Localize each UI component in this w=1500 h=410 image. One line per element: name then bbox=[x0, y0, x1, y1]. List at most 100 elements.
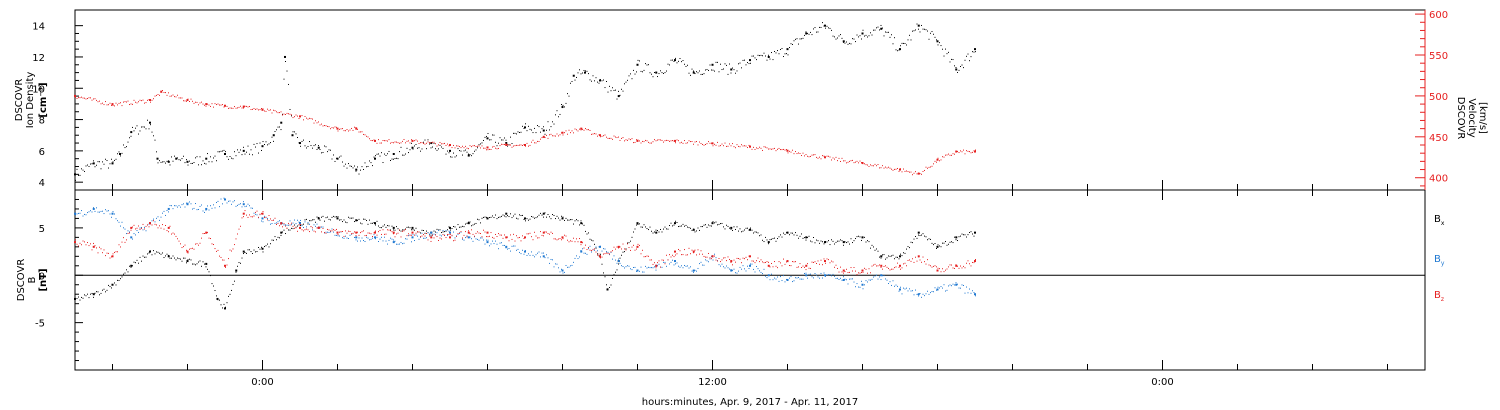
velocity-dot bbox=[690, 141, 691, 143]
velocity-dot bbox=[565, 130, 567, 132]
velocity-dot bbox=[552, 135, 553, 137]
bx-dot bbox=[658, 231, 660, 233]
bx-dot bbox=[321, 216, 322, 218]
ion-density-dot bbox=[759, 55, 760, 57]
by-dot bbox=[402, 243, 403, 245]
bx-dot bbox=[492, 215, 493, 217]
bz-dot bbox=[742, 257, 744, 259]
bz-dot bbox=[975, 259, 976, 261]
bx-dot bbox=[972, 233, 973, 235]
bx-dot bbox=[829, 244, 831, 246]
ion-density-dot bbox=[76, 168, 78, 170]
velocity-dot bbox=[456, 145, 457, 147]
velocity-dot bbox=[640, 142, 642, 144]
bz-dot bbox=[406, 235, 408, 237]
bx-dot bbox=[835, 241, 837, 243]
bz-dot bbox=[580, 244, 582, 246]
bz-dot bbox=[711, 258, 712, 260]
bx-dot bbox=[502, 214, 504, 216]
bx-dot bbox=[954, 236, 955, 238]
by-dot bbox=[331, 228, 333, 230]
velocity-dot bbox=[895, 168, 897, 170]
velocity-dot bbox=[390, 142, 391, 144]
ion-density-dot bbox=[180, 159, 181, 161]
bz-dot bbox=[159, 225, 160, 227]
by-dot bbox=[262, 221, 264, 223]
ion-density-dot bbox=[459, 150, 460, 152]
by-dot bbox=[399, 243, 400, 245]
ion-density-dot bbox=[837, 37, 838, 39]
bz-dot bbox=[342, 231, 343, 233]
by-dot bbox=[789, 277, 790, 279]
bz-dot bbox=[684, 249, 685, 251]
bx-dot bbox=[565, 217, 567, 219]
ion-density-dot bbox=[118, 151, 120, 153]
velocity-dot bbox=[562, 134, 564, 136]
bx-dot bbox=[219, 299, 220, 301]
velocity-dot bbox=[924, 169, 925, 171]
ion-density-dot bbox=[163, 161, 165, 163]
by-dot bbox=[438, 229, 439, 231]
velocity-dot bbox=[813, 154, 814, 156]
bx-dot bbox=[807, 236, 808, 238]
bx-dot bbox=[435, 231, 436, 233]
ion-density-dot bbox=[900, 45, 901, 47]
by-dot bbox=[841, 279, 843, 281]
bz-dot bbox=[658, 260, 660, 262]
bx-dot bbox=[159, 252, 160, 254]
by-point bbox=[861, 283, 864, 286]
velocity-dot bbox=[868, 165, 870, 167]
velocity-dot bbox=[531, 141, 532, 143]
bz-dot bbox=[802, 265, 804, 267]
by-dot bbox=[948, 285, 949, 287]
ion-density-dot bbox=[586, 70, 588, 72]
velocity-dot bbox=[754, 148, 756, 150]
bz-dot bbox=[972, 261, 973, 263]
by-dot bbox=[522, 249, 523, 251]
velocity-point bbox=[974, 150, 976, 153]
bz-dot bbox=[261, 213, 262, 215]
bx-dot bbox=[742, 230, 744, 232]
bz-dot bbox=[337, 234, 339, 236]
velocity-dot bbox=[159, 94, 160, 96]
ion-density-dot bbox=[948, 51, 949, 53]
ion-density-dot bbox=[861, 38, 862, 40]
bz-dot bbox=[799, 263, 801, 265]
by-dot bbox=[633, 267, 634, 269]
bz-dot bbox=[912, 258, 913, 260]
bx-dot bbox=[181, 260, 183, 262]
bx-dot bbox=[588, 232, 589, 234]
ion-density-dot bbox=[363, 168, 364, 170]
by-dot bbox=[406, 238, 408, 240]
bx-dot bbox=[894, 258, 895, 260]
bz-dot bbox=[780, 262, 781, 264]
bx-dot bbox=[568, 219, 570, 221]
by-dot bbox=[943, 284, 945, 286]
field-panel-frame bbox=[74, 189, 1426, 371]
by-dot bbox=[604, 248, 606, 250]
x-axis-title: hours:minutes, Apr. 9, 2017 - Apr. 11, 2… bbox=[642, 397, 858, 408]
velocity-dot bbox=[280, 111, 282, 113]
velocity-dot bbox=[600, 136, 601, 138]
by-dot bbox=[460, 231, 462, 233]
bx-dot bbox=[220, 304, 222, 306]
velocity-dot bbox=[769, 148, 771, 150]
velocity-dot bbox=[654, 139, 655, 141]
by-dot bbox=[312, 229, 313, 231]
velocity-dot bbox=[85, 98, 87, 100]
by-dot bbox=[700, 261, 702, 263]
bz-dot bbox=[136, 227, 138, 229]
velocity-dot bbox=[628, 138, 630, 140]
ion-density-dot bbox=[783, 56, 784, 58]
ion-density-dot bbox=[694, 73, 696, 75]
bx-dot bbox=[360, 222, 361, 224]
bx-dot bbox=[699, 229, 700, 231]
ion-density-dot bbox=[930, 32, 931, 34]
by-dot bbox=[765, 275, 766, 277]
by-dot bbox=[762, 273, 763, 275]
ion-density-dot bbox=[334, 160, 336, 162]
by-dot bbox=[465, 237, 466, 239]
ion-density-dot bbox=[793, 40, 795, 42]
by-dot bbox=[298, 221, 300, 223]
bz-dot bbox=[498, 233, 499, 235]
